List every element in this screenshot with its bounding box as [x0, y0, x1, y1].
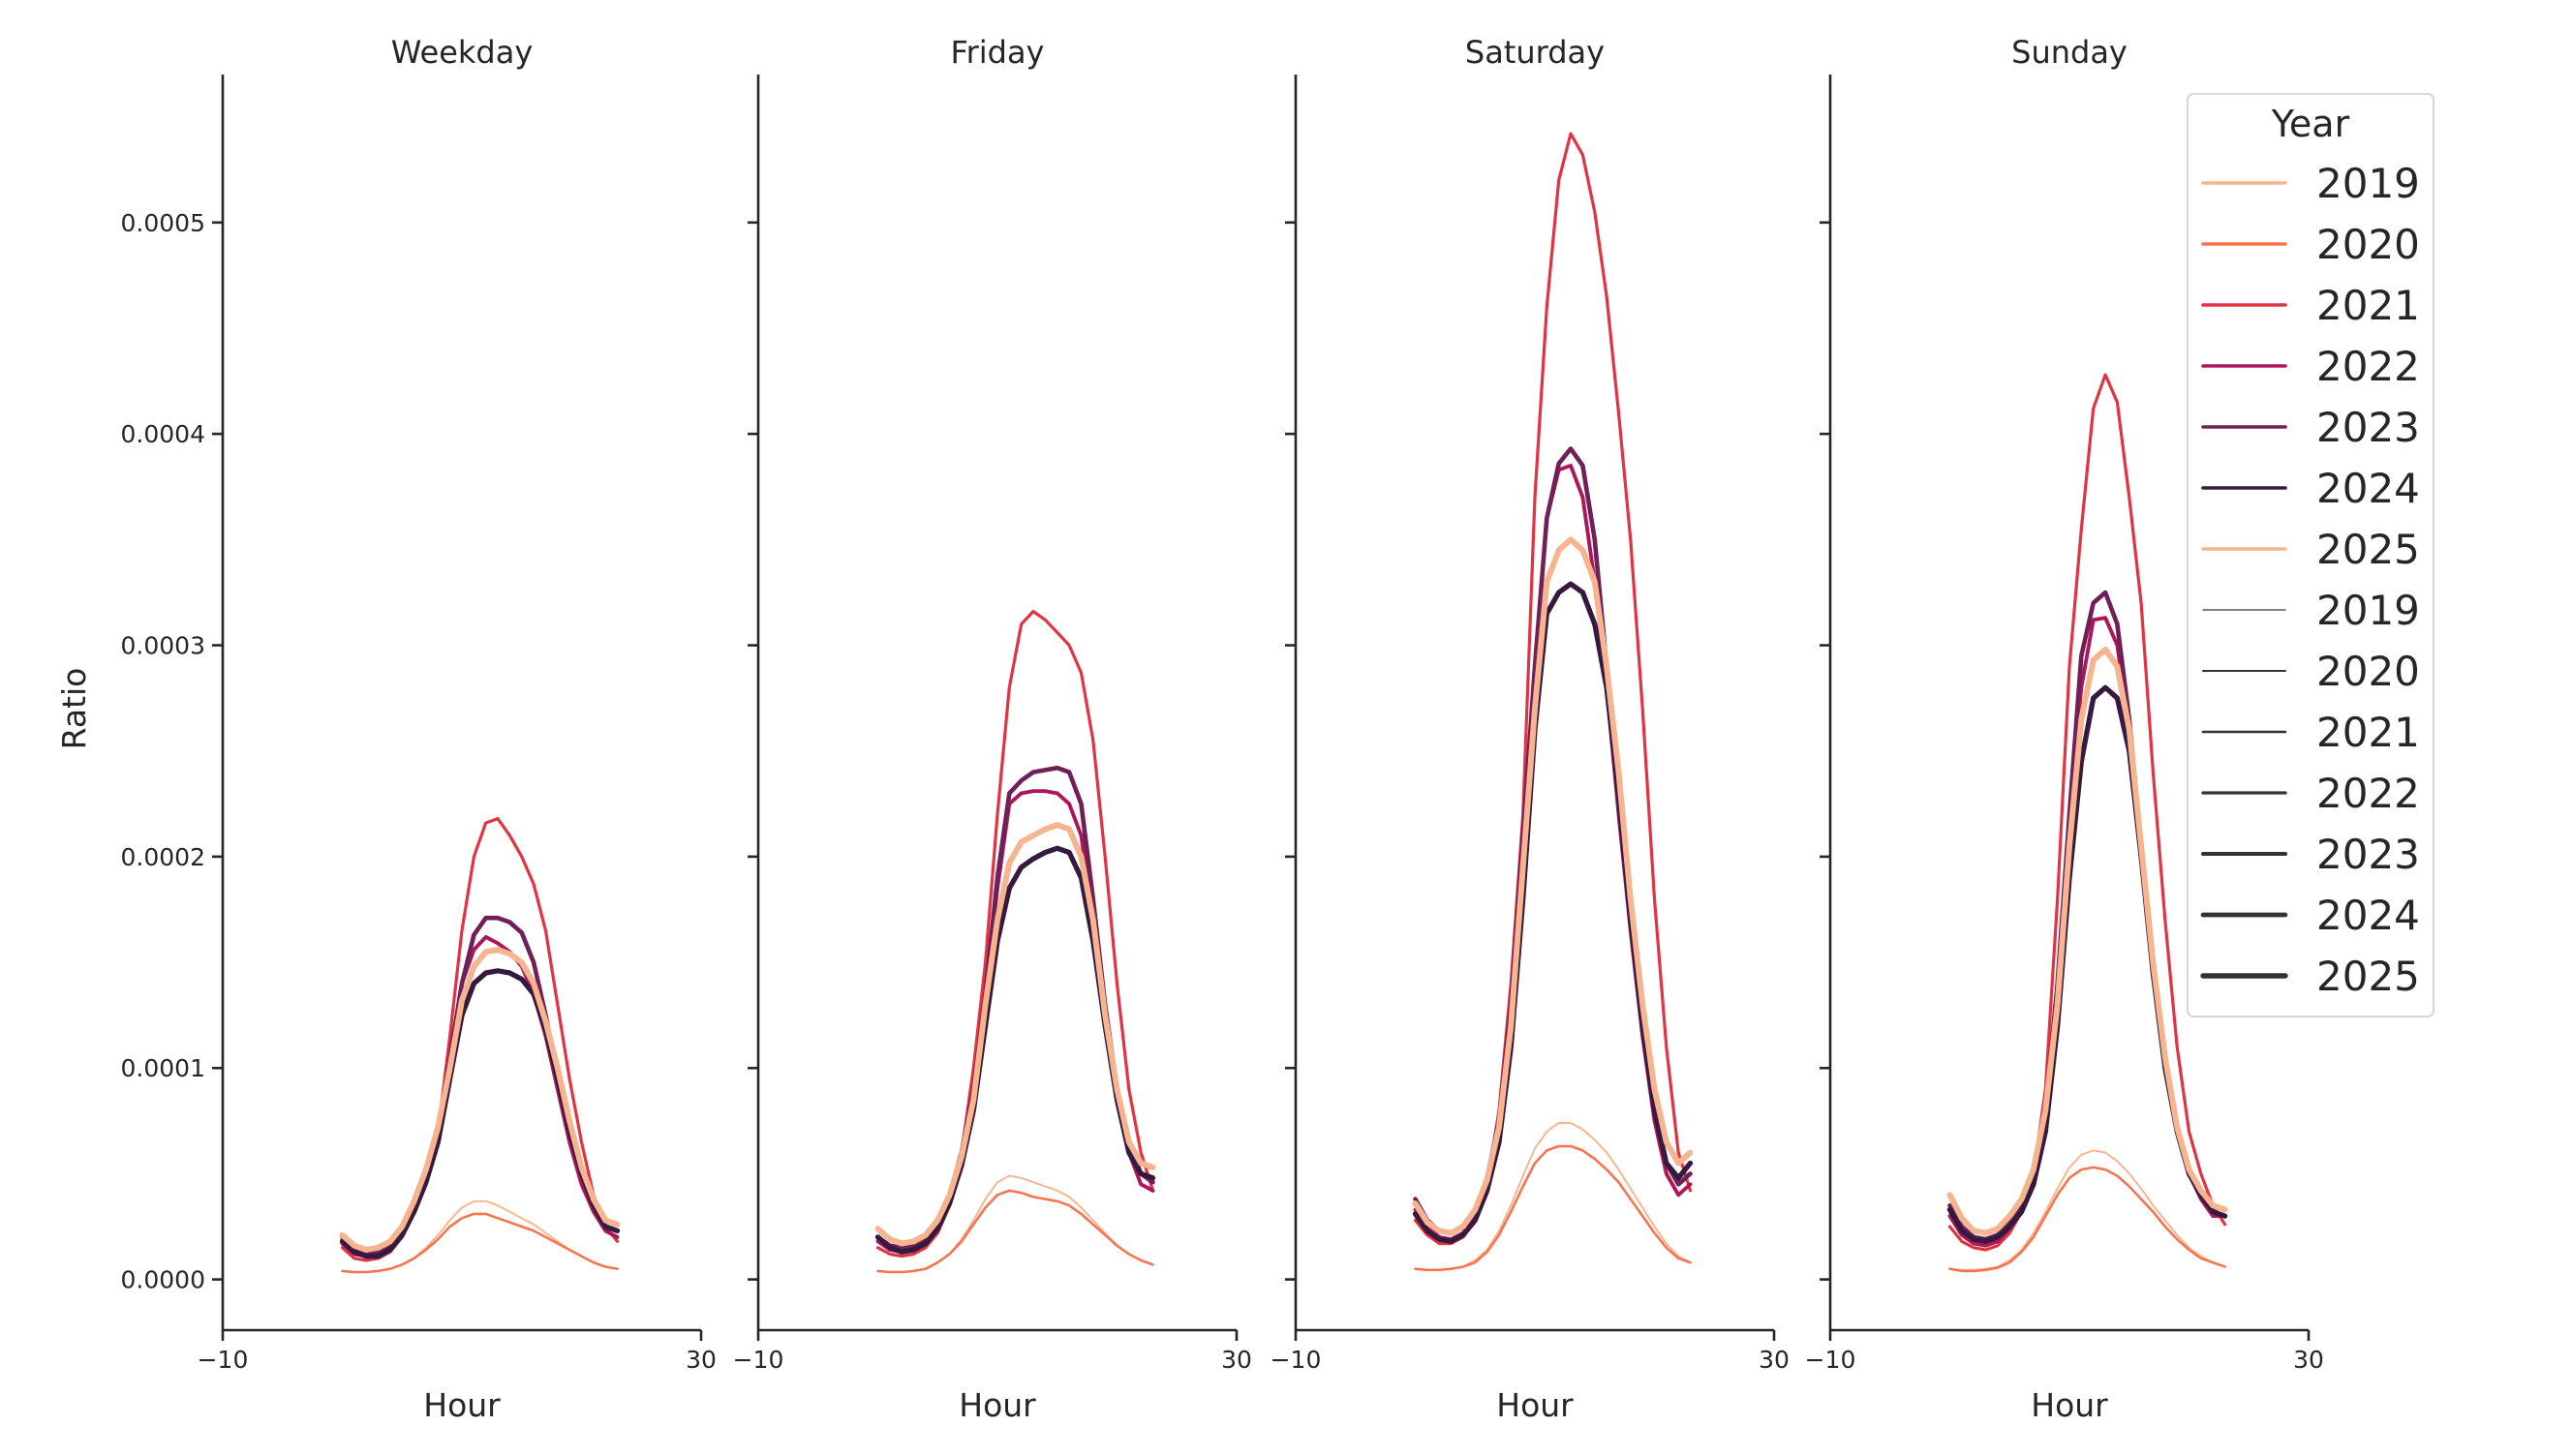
legend-item-hue-2021: 2021 [2201, 282, 2420, 329]
panel-weekday: Weekday 0.0000 0.0001 0.0002 0.0003 0.0004 0.0… [121, 34, 717, 1424]
y-tick-label: 0.0005 [121, 209, 205, 237]
series-line-2022 [340, 934, 620, 1259]
y-tick-label: 0.0002 [121, 843, 205, 871]
legend-box [2187, 93, 2434, 1017]
legend-item-size-2022: 2022 [2201, 770, 2420, 817]
legend-label: 2024 [2316, 892, 2420, 939]
legend-item-hue-2023: 2023 [2201, 404, 2420, 451]
legend-label: 2020 [2316, 648, 2420, 695]
series-line-2025 [874, 822, 1156, 1247]
y-axis-label: Ratio [55, 668, 93, 750]
series-line-2024 [1412, 581, 1694, 1244]
legend: Year 2019 2020 2021 2022 2023 2024 2025 2019 202… [2187, 93, 2434, 1017]
legend-item-size-2023: 2023 [2201, 831, 2420, 878]
legend-item-hue-2022: 2022 [2201, 343, 2420, 390]
legend-item-hue-2019: 2019 [2201, 160, 2420, 207]
x-tick-label: −10 [733, 1346, 784, 1374]
legend-item-size-2021: 2021 [2201, 709, 2420, 756]
legend-item-size-2025: 2025 [2200, 953, 2420, 1000]
panel-saturday: Saturday −10 30 Hour [1271, 34, 1790, 1424]
legend-label: 2022 [2316, 770, 2420, 817]
legend-label: 2024 [2316, 465, 2420, 512]
legend-label: 2023 [2316, 831, 2420, 878]
series-line-2019 [1414, 1122, 1692, 1271]
panel-title: Friday [951, 34, 1045, 71]
series-line-2025 [339, 947, 621, 1253]
series-line-2019 [876, 1174, 1154, 1273]
legend-label: 2020 [2316, 221, 2420, 268]
y-tick-label: 0.0004 [121, 420, 205, 448]
legend-item-hue-2025: 2025 [2201, 526, 2420, 573]
series-line-2022 [1413, 463, 1693, 1242]
y-tick-label: 0.0003 [121, 632, 205, 660]
y-tick-label: 0.0001 [121, 1054, 205, 1082]
legend-item-size-2019: 2019 [2202, 587, 2420, 634]
legend-item-hue-2024: 2024 [2201, 465, 2420, 512]
series-line-2019 [341, 1199, 619, 1273]
legend-label: 2025 [2316, 953, 2420, 1000]
x-tick-label: 30 [686, 1346, 717, 1374]
series-line-2021 [340, 816, 620, 1262]
x-tick-label: −10 [1805, 1346, 1856, 1374]
legend-item-size-2024: 2024 [2200, 892, 2420, 939]
legend-label: 2025 [2316, 526, 2420, 573]
panel-friday: Friday −10 30 Hour [733, 34, 1252, 1424]
series-line-2021 [875, 609, 1155, 1259]
panel-sunday: Sunday −10 30 Hour [1805, 34, 2324, 1424]
x-axis-label: Hour [959, 1386, 1036, 1424]
panel-title: Weekday [391, 34, 534, 71]
series-line-2022 [875, 789, 1155, 1255]
legend-label: 2021 [2316, 709, 2420, 756]
x-axis-label: Hour [1496, 1386, 1574, 1424]
legend-label: 2023 [2316, 404, 2420, 451]
legend-item-hue-2020: 2020 [2201, 221, 2420, 268]
series-line-2020 [876, 1189, 1154, 1274]
series-line-2023 [875, 765, 1155, 1251]
series-line-2020 [1948, 1166, 2226, 1273]
legend-item-size-2020: 2020 [2202, 648, 2420, 695]
legend-label: 2019 [2316, 587, 2420, 634]
x-tick-label: 30 [1759, 1346, 1790, 1374]
series-line-2025 [1412, 536, 1694, 1236]
x-axis-label: Hour [2031, 1386, 2108, 1424]
legend-label: 2022 [2316, 343, 2420, 390]
panel-title: Saturday [1465, 34, 1605, 71]
x-tick-label: 30 [2293, 1346, 2324, 1374]
series-line-2021 [1947, 373, 2227, 1252]
x-tick-label: −10 [198, 1346, 249, 1374]
series-line-2025 [1946, 646, 2228, 1236]
x-axis-label: Hour [423, 1386, 501, 1424]
panel-title: Sunday [2011, 34, 2128, 71]
legend-label: 2019 [2316, 160, 2420, 207]
y-tick-label: 0.0000 [121, 1266, 205, 1294]
series-line-2023 [340, 915, 620, 1257]
series-line-2020 [1414, 1144, 1692, 1272]
series-line-2020 [341, 1212, 619, 1274]
legend-title: Year [2271, 103, 2350, 145]
x-tick-label: −10 [1271, 1346, 1322, 1374]
x-tick-label: 30 [1221, 1346, 1252, 1374]
legend-label: 2021 [2316, 282, 2420, 329]
